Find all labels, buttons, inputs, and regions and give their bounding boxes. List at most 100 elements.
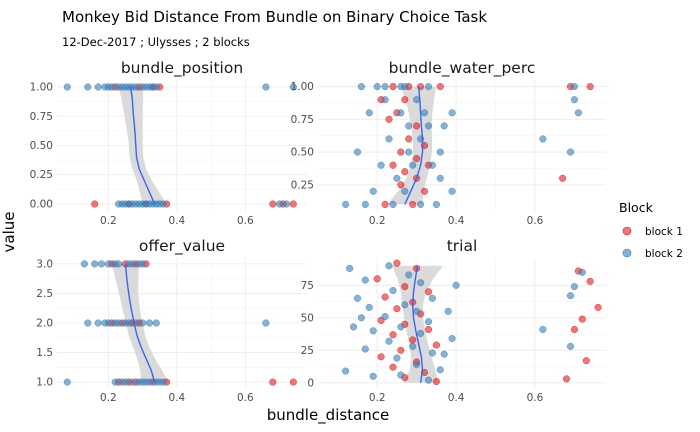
point-block-2 xyxy=(436,366,444,374)
point-block-2 xyxy=(393,354,401,362)
point-block-2 xyxy=(361,276,369,284)
point-block-2 xyxy=(104,319,112,327)
panel-title-bundle-position: bundle_position xyxy=(121,59,243,78)
point-block-2 xyxy=(424,122,433,130)
point-block-2 xyxy=(63,83,71,91)
point-block-1 xyxy=(397,181,405,189)
point-block-2 xyxy=(125,319,133,327)
point-block-2 xyxy=(432,200,440,208)
point-block-2 xyxy=(282,200,291,208)
point-block-2 xyxy=(121,378,130,386)
point-block-2 xyxy=(452,281,460,289)
point-block-2 xyxy=(377,161,385,169)
y-axis-title: value xyxy=(0,212,18,253)
x-tick-label: 0.4 xyxy=(448,392,465,404)
point-block-2 xyxy=(139,319,147,327)
y-tick-label: 1.5 xyxy=(36,347,53,359)
point-block-2 xyxy=(262,83,270,91)
point-block-2 xyxy=(405,148,413,156)
chart-subtitle: 12-Dec-2017 ; Ulysses ; 2 blocks xyxy=(62,35,250,49)
point-block-1 xyxy=(381,200,389,208)
legend-key-block-1 xyxy=(622,226,632,236)
point-block-2 xyxy=(115,260,123,268)
point-block-2 xyxy=(139,260,147,268)
point-block-2 xyxy=(159,378,167,386)
point-block-1 xyxy=(401,96,409,104)
y-tick-label: 2.5 xyxy=(36,288,53,300)
point-block-2 xyxy=(385,337,393,345)
point-block-1 xyxy=(401,168,409,176)
point-block-2 xyxy=(104,260,112,268)
point-block-2 xyxy=(128,260,136,268)
point-block-2 xyxy=(574,109,582,117)
point-block-2 xyxy=(409,161,417,169)
point-block-2 xyxy=(80,260,88,268)
x-tick-label: 0.2 xyxy=(100,215,117,227)
point-block-1 xyxy=(389,83,397,91)
x-axis-title: bundle_distance xyxy=(267,406,390,425)
point-block-2 xyxy=(128,378,136,386)
smooth-line xyxy=(404,86,424,205)
point-block-2 xyxy=(115,319,123,327)
point-block-2 xyxy=(357,314,365,322)
point-block-2 xyxy=(369,372,377,380)
point-block-2 xyxy=(389,286,397,295)
point-block-2 xyxy=(413,307,421,315)
point-block-2 xyxy=(448,109,456,117)
point-block-1 xyxy=(389,331,397,339)
y-tick-label: 3.0 xyxy=(36,258,53,270)
point-block-2 xyxy=(381,312,389,321)
x-tick-label: 0.2 xyxy=(369,392,386,404)
legend: Block block 1 block 2 xyxy=(619,200,683,260)
point-block-2 xyxy=(397,371,405,379)
legend-label-block-1: block 1 xyxy=(645,226,683,238)
y-tick-label: 1.0 xyxy=(36,377,53,389)
point-block-2 xyxy=(448,187,456,195)
point-block-1 xyxy=(389,363,397,371)
y-tick-label: 50 xyxy=(301,312,314,324)
x-tick-label: 0.6 xyxy=(527,215,544,227)
point-block-2 xyxy=(159,200,167,208)
legend-label-block-2: block 2 xyxy=(645,248,683,260)
x-tick-label: 0.6 xyxy=(527,392,544,404)
y-tick-label: 0.50 xyxy=(291,147,314,159)
x-tick-label: 0.4 xyxy=(169,392,186,404)
point-block-2 xyxy=(381,83,389,91)
x-tick-label: 0.4 xyxy=(169,215,186,227)
point-block-2 xyxy=(401,187,409,195)
point-block-2 xyxy=(84,83,92,91)
y-tick-label: 0.75 xyxy=(30,111,53,123)
point-block-2 xyxy=(346,264,354,272)
point-block-2 xyxy=(570,283,578,291)
point-block-1 xyxy=(91,200,99,208)
smooth-line xyxy=(124,263,156,383)
y-tick-label: 1.00 xyxy=(30,82,53,94)
point-block-2 xyxy=(365,109,373,117)
point-block-1 xyxy=(570,325,578,334)
point-block-1 xyxy=(269,200,277,208)
y-tick-label: 2.0 xyxy=(36,318,53,330)
point-block-1 xyxy=(269,378,277,386)
point-block-1 xyxy=(582,357,590,365)
point-block-2 xyxy=(397,109,405,117)
point-block-1 xyxy=(401,283,409,291)
point-block-1 xyxy=(413,155,421,163)
y-tick-label: 0.50 xyxy=(30,140,53,152)
point-block-2 xyxy=(385,262,393,270)
point-block-2 xyxy=(365,303,373,311)
point-block-1 xyxy=(578,315,586,323)
point-block-1 xyxy=(559,174,567,182)
point-block-2 xyxy=(428,161,436,169)
y-tick-label: 1.00 xyxy=(291,81,314,93)
point-block-2 xyxy=(424,83,433,91)
point-block-1 xyxy=(389,161,397,169)
point-block-2 xyxy=(353,148,362,156)
point-block-2 xyxy=(424,318,433,326)
point-block-2 xyxy=(132,83,140,91)
panel-title-bundle-water-perc: bundle_water_perc xyxy=(389,59,536,78)
point-block-2 xyxy=(405,271,413,279)
y-tick-label: 0.25 xyxy=(30,169,53,181)
point-block-2 xyxy=(84,319,92,327)
